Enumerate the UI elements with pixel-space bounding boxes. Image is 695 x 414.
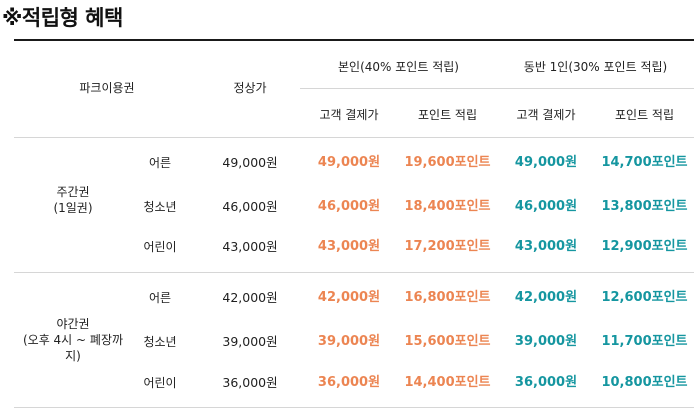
row-companion-points: 14,700포인트 [601,155,688,170]
header-park-pass: 파크이용권 [79,81,135,95]
row-self-points: 14,400포인트 [404,375,491,390]
row-companion-payment: 43,000원 [514,239,578,254]
row-type: 어린이 [143,240,177,254]
header-self-points: 포인트 적립 [417,108,477,122]
section-name-day: 주간권 (1일권) [14,176,132,224]
row-self-payment: 36,000원 [317,375,381,390]
row-regular-price: 36,000원 [222,375,278,390]
row-type: 어른 [148,291,172,305]
row-companion-payment: 39,000원 [514,334,578,349]
row-regular-price: 39,000원 [222,334,278,349]
header-divider [300,88,694,89]
section-divider [14,272,694,273]
row-companion-payment: 49,000원 [514,155,578,170]
row-self-points: 17,200포인트 [404,239,491,254]
table-bottom-border [14,407,694,408]
row-type: 청소년 [143,200,177,214]
row-self-points: 19,600포인트 [404,155,491,170]
row-self-payment: 46,000원 [317,199,381,214]
row-type: 어른 [148,156,172,170]
section-title: 야간권 [56,317,90,331]
row-self-points: 18,400포인트 [404,199,491,214]
row-type: 청소년 [143,335,177,349]
row-regular-price: 43,000원 [222,239,278,254]
table-top-border [14,39,694,41]
row-self-points: 16,800포인트 [404,290,491,305]
section-note: (오후 4시 ~ 폐장까지) [22,333,124,363]
row-companion-payment: 36,000원 [514,375,578,390]
row-companion-points: 13,800포인트 [601,199,688,214]
row-companion-payment: 42,000원 [514,290,578,305]
row-companion-points: 11,700포인트 [601,334,688,349]
header-self-group: 본인(40% 포인트 적립) [338,60,459,74]
row-type: 어린이 [143,376,177,390]
header-bottom-border [14,137,694,138]
row-self-points: 15,600포인트 [404,334,491,349]
section-name-night: 야간권 (오후 4시 ~ 폐장까지) [14,312,132,368]
header-companion-group: 동반 1인(30% 포인트 적립) [523,60,668,74]
row-companion-points: 12,900포인트 [601,239,688,254]
row-self-payment: 42,000원 [317,290,381,305]
section-note: (1일권) [53,201,93,215]
row-self-payment: 39,000원 [317,334,381,349]
row-self-payment: 49,000원 [317,155,381,170]
row-self-payment: 43,000원 [317,239,381,254]
header-companion-payment: 고객 결제가 [516,108,576,122]
row-companion-points: 12,600포인트 [601,290,688,305]
page-title: ※적립형 혜택 [2,6,123,30]
row-regular-price: 42,000원 [222,290,278,305]
header-self-payment: 고객 결제가 [319,108,379,122]
row-regular-price: 49,000원 [222,155,278,170]
header-regular-price: 정상가 [233,81,267,95]
row-companion-payment: 46,000원 [514,199,578,214]
row-regular-price: 46,000원 [222,199,278,214]
section-title: 주간권 [56,185,90,199]
row-companion-points: 10,800포인트 [601,375,688,390]
header-companion-points: 포인트 적립 [614,108,674,122]
